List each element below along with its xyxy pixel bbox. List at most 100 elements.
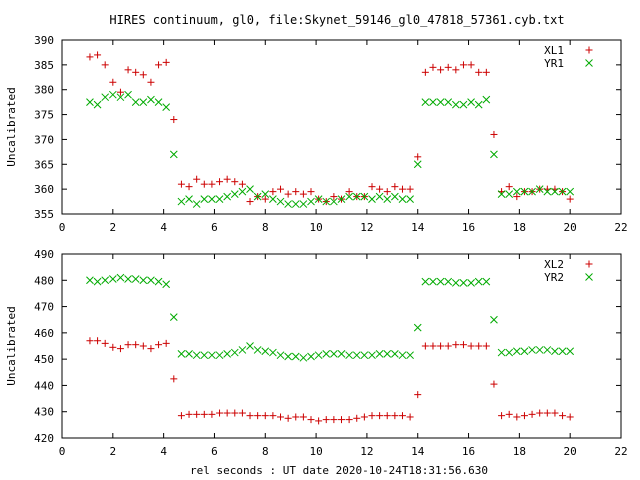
data-point [482, 68, 490, 76]
data-point [330, 416, 338, 424]
series-XL2 [86, 337, 574, 425]
y-tick-label: 380 [34, 84, 54, 97]
data-point [253, 192, 262, 201]
data-point [307, 197, 315, 206]
data-point [330, 197, 338, 206]
data-point [177, 197, 186, 206]
data-point [558, 347, 567, 356]
data-point [124, 66, 132, 74]
x-tick-label: 4 [160, 221, 167, 234]
x-tick-label: 22 [614, 445, 627, 458]
data-point [108, 90, 117, 99]
data-point [307, 188, 315, 196]
data-point [543, 409, 551, 417]
data-point [353, 414, 361, 422]
data-point [132, 341, 140, 349]
data-point [307, 416, 315, 424]
data-point [215, 195, 224, 203]
data-point [193, 175, 201, 183]
data-point [276, 197, 285, 206]
data-point [261, 347, 270, 356]
y-tick-label: 490 [34, 248, 54, 261]
legend-label: XL1 [544, 44, 564, 57]
x-tick-label: 20 [564, 221, 577, 234]
data-point [231, 409, 239, 417]
data-point [413, 323, 422, 332]
data-point [208, 351, 216, 360]
data-point [520, 412, 528, 420]
data-point [429, 342, 437, 350]
data-point [383, 350, 392, 358]
series-YR2 [86, 273, 575, 362]
x-tick-label: 4 [160, 445, 167, 458]
data-point [230, 190, 239, 198]
data-point [535, 346, 544, 354]
data-point [322, 350, 331, 358]
data-point [246, 412, 254, 420]
data-point [276, 351, 285, 360]
y-tick-label: 385 [34, 59, 54, 72]
data-point [551, 409, 559, 417]
data-point [406, 185, 414, 193]
data-point [208, 180, 216, 188]
data-point [345, 416, 353, 424]
data-point [512, 347, 521, 356]
data-point [482, 95, 491, 104]
data-point [398, 185, 406, 193]
data-point [223, 409, 231, 417]
y-tick-label: 370 [34, 133, 54, 146]
y-tick-label: 365 [34, 158, 54, 171]
data-point [238, 187, 247, 196]
data-point [116, 93, 125, 102]
data-point [376, 412, 384, 420]
data-point [360, 192, 369, 201]
data-point [383, 195, 392, 203]
x-tick-label: 12 [360, 221, 373, 234]
data-point [345, 188, 353, 196]
data-point [170, 116, 178, 124]
data-point [139, 98, 148, 106]
x-tick-label: 12 [360, 445, 373, 458]
data-point [238, 346, 247, 354]
data-point [528, 346, 536, 354]
data-point [269, 412, 277, 420]
data-point [368, 351, 376, 360]
data-point [254, 412, 262, 420]
data-point [147, 345, 155, 353]
data-point [124, 90, 132, 99]
data-point [505, 183, 513, 191]
data-point [566, 347, 575, 356]
data-point [131, 98, 140, 106]
data-point [406, 195, 414, 203]
data-point [94, 51, 102, 59]
y-tick-label: 420 [34, 432, 54, 445]
x-tick-label: 18 [513, 445, 526, 458]
x-tick-label: 20 [564, 445, 577, 458]
top-panel: 0 2 4 6 8 10 12 14 16 18 20 22 355 360 365 370 375 380 385… [5, 34, 628, 234]
data-point [322, 416, 330, 424]
data-point [155, 61, 163, 69]
data-point [139, 342, 147, 350]
data-point [451, 279, 460, 287]
data-point [437, 342, 445, 350]
data-point [383, 412, 391, 420]
data-point [520, 187, 529, 196]
data-point [459, 100, 468, 109]
x-tick-label: 16 [462, 221, 475, 234]
data-point [513, 193, 521, 201]
plot-frame [61, 39, 622, 215]
data-point [490, 315, 498, 324]
data-point [139, 276, 148, 285]
data-point [352, 351, 361, 360]
y-tick-label: 450 [34, 353, 54, 366]
data-point [559, 412, 567, 420]
y-axis-label: Uncalibrated [5, 87, 18, 166]
data-point [261, 195, 269, 203]
x-tick-label: 16 [462, 445, 475, 458]
data-point [338, 416, 345, 424]
data-point [246, 185, 254, 193]
data-point [528, 410, 536, 418]
data-point [94, 337, 102, 345]
data-point [299, 353, 308, 362]
